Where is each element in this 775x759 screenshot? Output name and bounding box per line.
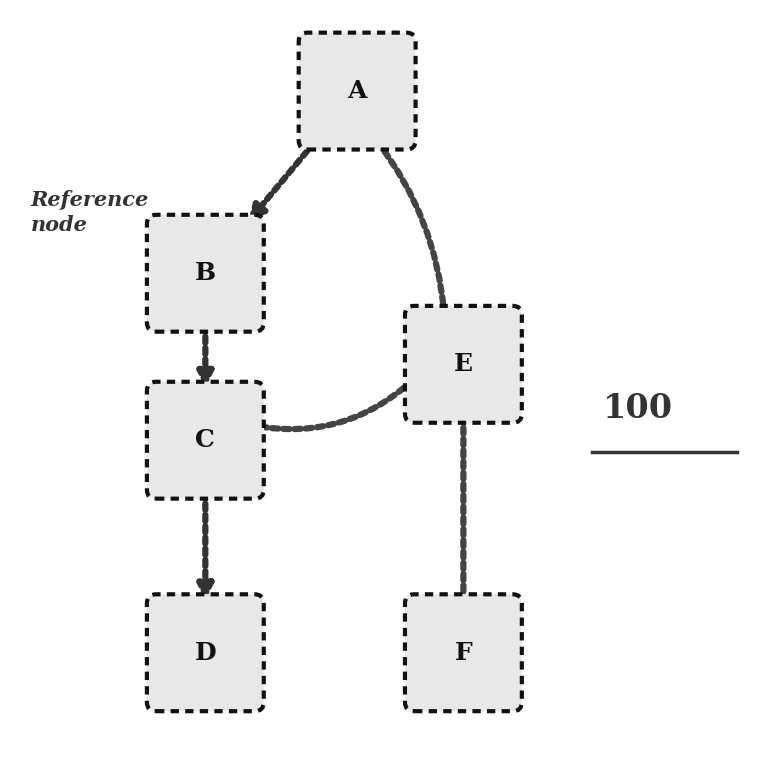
FancyBboxPatch shape [147,382,264,499]
Text: B: B [195,261,216,285]
Text: 100: 100 [603,392,673,425]
FancyBboxPatch shape [405,306,522,423]
FancyBboxPatch shape [298,33,415,150]
FancyBboxPatch shape [147,215,264,332]
FancyBboxPatch shape [147,594,264,711]
FancyBboxPatch shape [405,594,522,711]
FancyBboxPatch shape [298,33,415,150]
Text: A: A [347,79,367,103]
Text: E: E [454,352,473,376]
FancyBboxPatch shape [405,306,522,423]
FancyArrowPatch shape [257,381,412,429]
Text: C: C [195,428,215,452]
Text: F: F [454,641,472,665]
FancyBboxPatch shape [147,382,264,499]
FancyArrowPatch shape [378,143,444,312]
FancyBboxPatch shape [405,594,522,711]
FancyBboxPatch shape [147,215,264,332]
FancyBboxPatch shape [147,594,264,711]
Text: Reference
node: Reference node [31,190,149,235]
Text: D: D [195,641,216,665]
